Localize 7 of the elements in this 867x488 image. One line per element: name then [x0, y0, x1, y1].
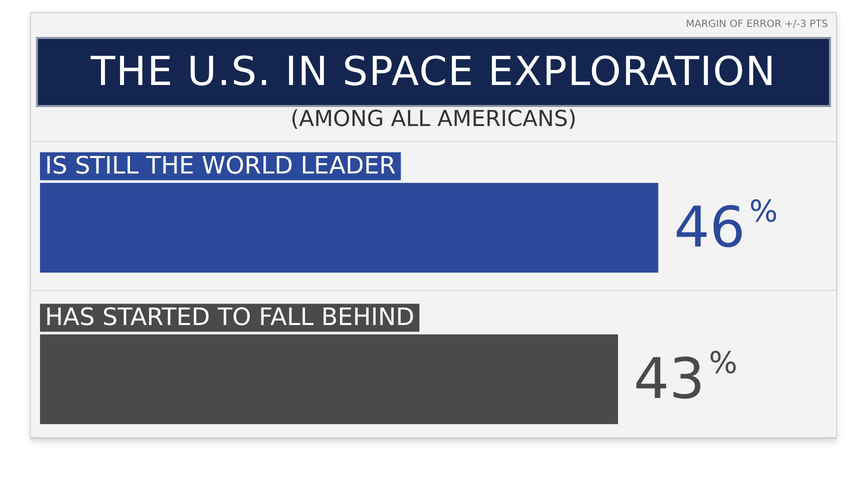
chart-title: THE U.S. IN SPACE EXPLORATION: [36, 37, 831, 107]
data-label: 43%: [634, 346, 738, 412]
y-tick-label: IS STILL THE WORLD LEADER: [45, 151, 396, 180]
text: MARGIN OF ERROR +/-3 PTS: [686, 19, 828, 30]
data-label: 46%: [674, 194, 778, 260]
y-tick-label: HAS STARTED TO FALL BEHIND: [45, 302, 414, 331]
chart-subtitle: (AMONG ALL AMERICANS): [289, 107, 578, 132]
